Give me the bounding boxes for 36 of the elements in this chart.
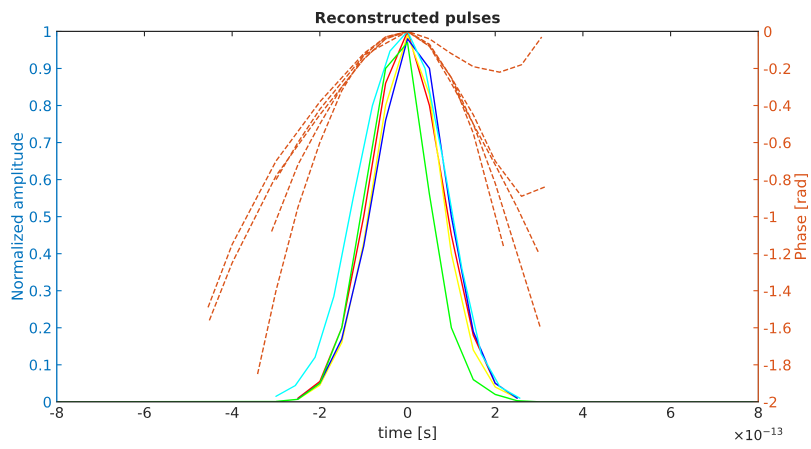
y2-tick-label: -1: [764, 212, 776, 222]
chart-title: Reconstructed pulses: [316, 11, 500, 26]
y2-tick-label: -0.2: [764, 63, 790, 74]
y-tick-label: 0: [44, 396, 51, 408]
x-tick-label: -8: [50, 406, 64, 418]
x-tick-label: 0: [404, 406, 412, 418]
y-tick-label: 0.2: [30, 322, 50, 334]
x-tick-label: 8: [754, 406, 762, 418]
y-tick-label: 0.5: [30, 211, 51, 222]
y2-axis-title: Phase [rad]: [794, 174, 808, 260]
y-axis-title: Normalized amplitude: [11, 133, 26, 300]
x-axis-title: time [s]: [378, 426, 436, 440]
y2-tick-label: -1.8: [764, 360, 791, 371]
y-tick-label: 0.1: [30, 360, 51, 371]
x-tick-label: 6: [666, 406, 674, 418]
text: ×10$^{−13}$: [734, 428, 782, 440]
y2-tick-label: -1.2: [764, 248, 790, 260]
y-tick-label: 0.6: [30, 174, 51, 186]
y2-tick-label: -0.8: [764, 174, 791, 186]
y-tick-label: 1: [44, 26, 51, 37]
x-tick-label: 4: [578, 407, 587, 418]
y-tick-label: 0.8: [30, 100, 51, 112]
y2-tick-label: -2: [764, 396, 776, 408]
x-tick-label: 2: [492, 406, 498, 418]
x-tick-label: -6: [138, 406, 151, 418]
y2-tick-label: -1.6: [764, 322, 791, 334]
y2-tick-label: -1.4: [764, 286, 791, 296]
y2-tick-label: 0: [764, 26, 772, 38]
x-tick-label: -2: [313, 406, 326, 418]
y-tick-label: 0.9: [30, 63, 51, 74]
y-tick-label: 0.7: [30, 137, 51, 148]
y2-tick-label: -0.6: [764, 137, 791, 148]
y-tick-label: 0.4: [30, 248, 52, 260]
y2-tick-label: -0.4: [764, 100, 791, 112]
x-tick-label: -4: [226, 407, 239, 418]
y-tick-label: 0.3: [30, 285, 51, 296]
